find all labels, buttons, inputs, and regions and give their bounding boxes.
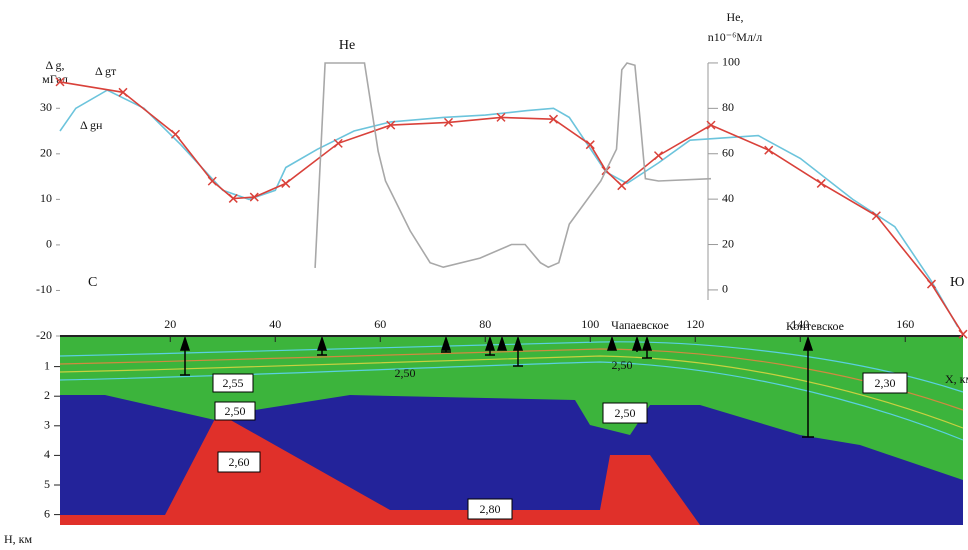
y-axis-label: Δ g, bbox=[45, 58, 64, 72]
density-label: 2,50 bbox=[612, 358, 633, 372]
y2-tick-label: 0 bbox=[722, 282, 728, 296]
x-axis-label: X, км bbox=[945, 372, 968, 386]
series-line bbox=[315, 63, 711, 268]
depth-tick-label: 4 bbox=[44, 447, 50, 461]
density-label: 2,55 bbox=[223, 376, 244, 390]
marker bbox=[282, 179, 290, 187]
y2-tick-label: 40 bbox=[722, 191, 734, 205]
y2-tick-label: 100 bbox=[722, 55, 740, 69]
marker bbox=[334, 139, 342, 147]
density-label: 2,50 bbox=[395, 366, 416, 380]
depth-axis-label: Н, км bbox=[4, 532, 32, 546]
figure: 2,50 2,55 2,50 2,60 2,80 2,50 2,50 2,30 … bbox=[0, 0, 968, 550]
y2-tick-label: 20 bbox=[722, 236, 734, 250]
y-tick-label: 10 bbox=[40, 191, 52, 205]
y-tick-label: 20 bbox=[40, 146, 52, 160]
depth-tick-label: 5 bbox=[44, 477, 50, 491]
x-tick-label: 40 bbox=[269, 317, 281, 331]
x-tick-label: 60 bbox=[374, 317, 386, 331]
y2-axis-label: n10⁻⁶Мл/л bbox=[708, 30, 763, 44]
y-tick-label: 30 bbox=[40, 100, 52, 114]
side-label: Ю bbox=[950, 275, 964, 290]
y2-tick-label: 60 bbox=[722, 145, 734, 159]
y-tick-label: 0 bbox=[46, 237, 52, 251]
series-label: Δ gн bbox=[80, 118, 103, 132]
series-line bbox=[60, 90, 958, 327]
x-tick-label: 80 bbox=[479, 317, 491, 331]
x-tick-label: 20 bbox=[164, 317, 176, 331]
marker bbox=[765, 146, 773, 154]
density-label: 2,60 bbox=[229, 455, 250, 469]
marker bbox=[655, 152, 663, 160]
x-tick-label: 100 bbox=[581, 317, 599, 331]
side-label: С bbox=[88, 275, 97, 290]
section: 2,50 2,55 2,50 2,60 2,80 2,50 2,50 2,30 … bbox=[4, 318, 963, 546]
y-tick-label: -10 bbox=[36, 282, 52, 296]
density-label: 2,50 bbox=[615, 406, 636, 420]
depth-tick-label: 2 bbox=[44, 388, 50, 402]
y2-tick-label: 80 bbox=[722, 100, 734, 114]
depth-tick-label: 3 bbox=[44, 418, 50, 432]
y2-axis-label: He, bbox=[727, 10, 744, 24]
series-label: He bbox=[339, 38, 355, 53]
marker bbox=[618, 182, 626, 190]
density-label: 2,80 bbox=[480, 502, 501, 516]
series-line bbox=[60, 82, 963, 334]
field-label: Чапаевское bbox=[611, 318, 669, 332]
depth-tick-label: 1 bbox=[44, 358, 50, 372]
x-tick-label: 160 bbox=[896, 317, 914, 331]
y-tick-label: -20 bbox=[36, 328, 52, 342]
depth-tick-label: 6 bbox=[44, 506, 50, 520]
density-label: 2,50 bbox=[225, 404, 246, 418]
marker bbox=[817, 179, 825, 187]
x-tick-label: 140 bbox=[791, 317, 809, 331]
marker bbox=[172, 130, 180, 138]
x-tick-label: 120 bbox=[686, 317, 704, 331]
series-label: Δ gт bbox=[95, 64, 117, 78]
density-label: 2,30 bbox=[875, 376, 896, 390]
